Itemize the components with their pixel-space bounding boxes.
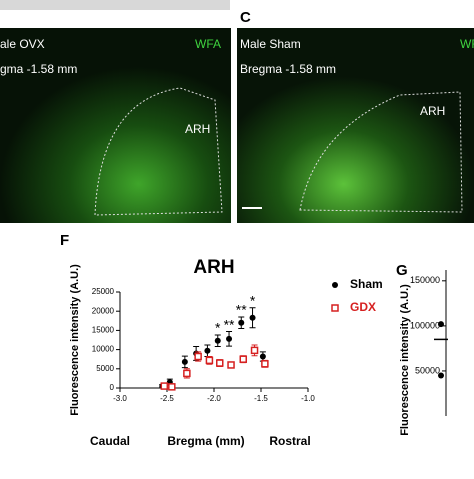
data-point (238, 319, 245, 326)
data-point (168, 383, 176, 391)
y-axis-label: Fluorescence intensity (A.U.) (69, 264, 81, 416)
data-point (239, 355, 248, 363)
x-tick-label: -1.5 (254, 394, 268, 403)
bregma-label: Bregma -1.58 mm (240, 62, 336, 76)
image-title: ale OVX (0, 37, 45, 51)
data-point (214, 337, 221, 344)
panel-label: F (60, 232, 69, 249)
micrograph-left (0, 28, 231, 223)
significance: * (250, 292, 256, 308)
significance: ** (236, 302, 247, 318)
legend-label: Sham (350, 277, 383, 291)
x-tick-label: -1.0 (301, 394, 315, 403)
legend-marker (331, 304, 339, 312)
region-label: ARH (420, 104, 445, 118)
micrograph-right (237, 28, 474, 223)
y-tick-label: 5000 (96, 364, 114, 373)
data-point (204, 347, 211, 354)
significance: ** (224, 316, 235, 332)
data-point (261, 360, 269, 368)
top-strip (0, 0, 230, 10)
y-tick-label: 50000 (415, 365, 440, 375)
legend-marker (332, 282, 338, 288)
data-point (181, 358, 188, 365)
x-tick-label: -2.5 (160, 394, 174, 403)
x-tick-label: -3.0 (113, 394, 127, 403)
image-title: Male Sham (240, 37, 301, 51)
data-point (216, 359, 224, 367)
y-tick-label: 0 (110, 383, 115, 392)
y-tick-label: 15000 (92, 326, 115, 335)
bregma-label: gma -1.58 mm (0, 62, 77, 76)
arh-outline (299, 91, 463, 213)
region-label: ARH (185, 122, 210, 136)
data-point (438, 321, 444, 328)
y-tick-label: 20000 (92, 306, 115, 315)
legend-label: GDX (350, 300, 376, 314)
y-tick-label: 150000 (410, 275, 440, 285)
chart-title: ARH (193, 257, 234, 278)
arh-outline (94, 87, 223, 216)
data-point (205, 356, 214, 365)
x-axis-label: Bregma (mm) (167, 434, 244, 448)
x-tick-label: -2.0 (207, 394, 221, 403)
data-point (160, 382, 169, 390)
y-tick-label: 10000 (92, 345, 115, 354)
data-point (438, 372, 444, 379)
y-tick-label: 25000 (92, 287, 115, 296)
data-point (259, 353, 266, 360)
data-point (227, 361, 235, 369)
stain-label: WFA (195, 37, 221, 51)
data-point (226, 335, 233, 342)
y-tick-label: 100000 (410, 320, 440, 330)
x-annotation: Caudal (90, 434, 130, 448)
data-point (194, 352, 202, 361)
data-point (249, 314, 256, 321)
data-point (250, 346, 259, 355)
y-axis-label: Fluorescence intensity (A.U.) (399, 284, 411, 436)
significance: * (215, 320, 221, 336)
panel-label: C (240, 9, 251, 26)
x-annotation: Rostral (269, 434, 310, 448)
stain-label: WFA (460, 37, 474, 51)
data-point (183, 369, 191, 378)
panel-label: G (396, 262, 408, 279)
